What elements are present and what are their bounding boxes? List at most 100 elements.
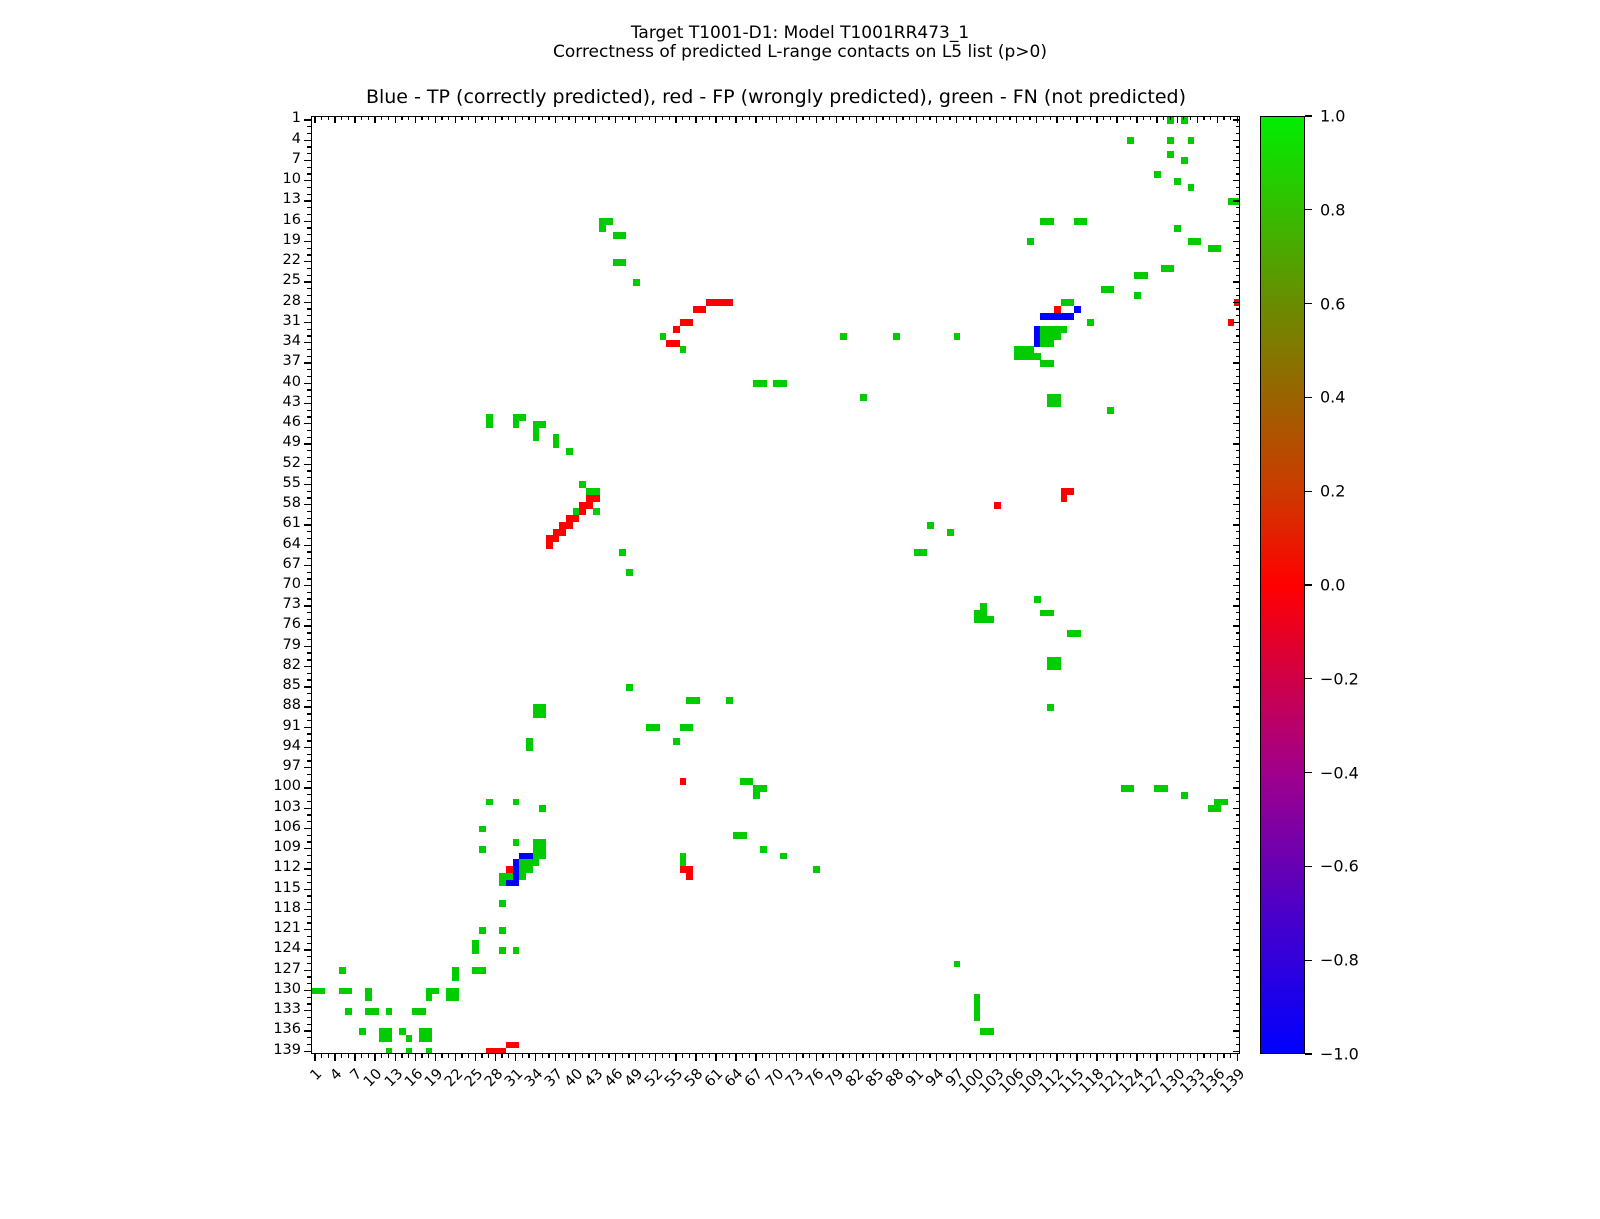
x-tick-top [1116, 116, 1118, 123]
y-tick-minor [307, 699, 311, 702]
y-tick-right [1236, 996, 1240, 998]
contact-cell [1127, 137, 1135, 145]
x-tick-major [454, 1054, 456, 1061]
y-tick-right [1236, 1043, 1240, 1046]
x-tick-top [381, 116, 383, 120]
contact-cell [499, 879, 506, 887]
x-tick-top [942, 116, 944, 120]
y-tick-major [304, 200, 311, 202]
contact-cell [586, 501, 593, 509]
contact-cell [1033, 596, 1041, 603]
y-tick-right [1233, 908, 1240, 911]
y-tick-right [1233, 1030, 1240, 1032]
contact-cell [539, 420, 547, 428]
y-tick-right [1233, 261, 1240, 263]
x-tick-major [1216, 1054, 1218, 1061]
x-tick-minor [1002, 1054, 1005, 1058]
y-tick-minor [307, 861, 311, 863]
contact-cell [519, 852, 526, 860]
x-tick-major [695, 1054, 697, 1061]
contact-cell [686, 724, 694, 732]
x-tick-top [795, 116, 797, 123]
contact-cell [913, 548, 921, 556]
y-axis-tick-label: 22 [282, 252, 301, 269]
contact-cell [1040, 339, 1048, 347]
x-tick-minor [748, 1054, 751, 1058]
y-axis-tick-label: 55 [282, 474, 301, 491]
x-tick-major [775, 1054, 777, 1061]
contact-cell [1053, 663, 1061, 671]
x-tick-minor [688, 1054, 690, 1058]
contact-cell [1060, 312, 1068, 320]
y-tick-minor [307, 632, 311, 634]
y-tick-minor [307, 733, 311, 735]
x-tick-top [361, 116, 363, 120]
y-tick-minor [307, 692, 311, 695]
y-tick-right [1236, 436, 1240, 438]
x-tick-major [534, 1054, 537, 1061]
y-tick-minor [307, 780, 311, 782]
contact-cell [1020, 353, 1028, 361]
x-tick-minor [521, 1054, 523, 1058]
contact-cell [726, 299, 734, 307]
y-tick-right [1233, 159, 1240, 162]
contact-cell [1047, 339, 1054, 347]
contact-cell [973, 1007, 981, 1015]
x-tick-top [1169, 116, 1172, 120]
x-tick-top [976, 116, 978, 123]
x-tick-minor [802, 1054, 804, 1058]
contact-cell [378, 1028, 386, 1035]
y-tick-right [1236, 821, 1240, 823]
contact-cell [893, 332, 901, 340]
x-tick-major [314, 1054, 316, 1061]
contact-cell [672, 339, 680, 347]
y-tick-major [304, 483, 311, 486]
contact-cell [405, 1034, 413, 1042]
x-tick-top [561, 116, 563, 120]
y-axis-tick-label: 1 [291, 110, 301, 127]
y-axis-tick-label: 25 [282, 272, 301, 289]
y-tick-right [1233, 119, 1240, 121]
colorbar[interactable] [1260, 116, 1305, 1054]
contact-cell [692, 305, 700, 313]
contact-cell [946, 528, 954, 536]
x-tick-top [581, 116, 583, 120]
y-tick-right [1233, 827, 1240, 830]
x-tick-minor [1089, 1054, 1091, 1058]
contact-cell [572, 515, 580, 523]
y-tick-minor [307, 618, 311, 621]
contact-map-plot[interactable] [311, 116, 1240, 1054]
y-tick-minor [307, 591, 311, 594]
y-axis-tick-label: 73 [282, 596, 301, 613]
x-tick-top [528, 116, 530, 120]
y-tick-minor [307, 719, 311, 722]
x-tick-minor [862, 1054, 864, 1058]
y-tick-right [1236, 288, 1240, 290]
x-tick-top [474, 116, 477, 123]
contact-cell [1047, 400, 1054, 408]
y-tick-major [304, 787, 311, 789]
x-tick-top [514, 116, 517, 123]
x-tick-top [862, 116, 864, 120]
y-axis-tick-label: 37 [282, 353, 301, 370]
y-tick-major [304, 240, 311, 243]
contact-cell [659, 332, 667, 340]
x-tick-top [1069, 116, 1071, 120]
x-tick-major [795, 1054, 797, 1061]
contact-cell [1047, 393, 1054, 401]
x-tick-major [835, 1054, 837, 1061]
y-tick-right [1236, 531, 1240, 533]
contact-cell [505, 872, 513, 880]
y-tick-minor [307, 1016, 311, 1019]
y-tick-minor [307, 679, 311, 681]
contact-cell [973, 1014, 981, 1022]
contact-cell [679, 778, 687, 786]
y-tick-minor [307, 490, 311, 492]
x-tick-minor [401, 1054, 403, 1058]
figure-suptitle-line1: Target T1001-D1: Model T1001RR473_1 [630, 23, 970, 43]
y-tick-minor [307, 510, 311, 513]
y-tick-major [304, 402, 311, 405]
x-tick-top [735, 116, 737, 123]
y-tick-right [1236, 773, 1240, 776]
